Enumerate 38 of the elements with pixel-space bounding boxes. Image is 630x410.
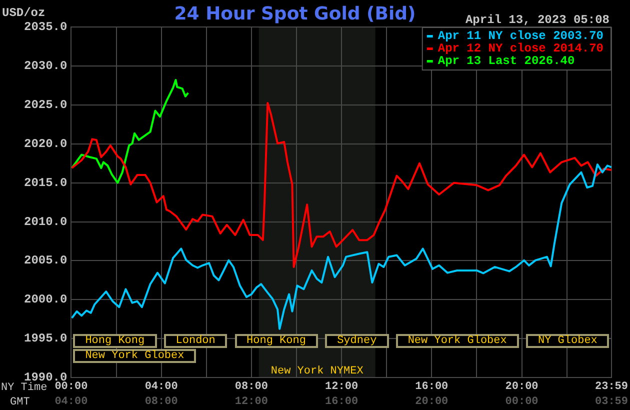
y-tick-label: 2020.0 [24,136,68,151]
x-tick-label: 08:00 [234,380,268,393]
annotation: Hong Kong [73,334,157,348]
y-tick-label: 2000.0 [24,292,68,307]
x2-tick-label: 00:00 [505,396,538,408]
y-tick-label: 2030.0 [24,58,68,73]
x2-tick-label: 16:00 [325,396,358,408]
x2-tick-label: 08:00 [144,396,178,408]
annotation: New York Globex [396,334,519,348]
x2-tick-label: 20:00 [415,396,448,408]
x2-tick-label: 12:00 [234,396,268,408]
x-tick-label: 16:00 [415,380,448,393]
y-tick-label: 2025.0 [24,98,68,112]
y-axis-title: USD/oz [2,6,46,20]
legend-label: Apr 11 NY close 2003.70 [438,29,604,44]
y-tick-label: 2035.0 [24,20,68,34]
x-tick-label: 12:00 [325,380,358,393]
x2-axis-title: GMT [10,396,30,408]
x-tick-label: 04:00 [144,380,178,393]
x2-tick-label: 04:00 [54,396,88,408]
annotation: Sydney [325,334,389,348]
y-tick-label: 1995.0 [24,332,68,346]
y-tick-label: 2015.0 [24,176,68,190]
annotation: NY Globex [526,334,610,348]
x-tick-label: 20:00 [505,380,538,393]
chart-title: 24 Hour Spot Gold (Bid) [174,4,416,25]
chart-subtitle: April 13, 2023 05:08 [465,13,610,28]
x-axis-title: NY Time [1,382,48,394]
legend-label: Apr 12 NY close 2014.70 [438,42,604,56]
legend-label: Apr 13 Last 2026.40 [438,54,575,68]
annotation: Hong Kong [234,334,318,348]
x2-tick-label: 03:59 [594,396,628,408]
annotation: New York Globex [73,348,196,363]
x-tick-label: 23:59 [594,380,628,393]
y-tick-label: 2005.0 [24,254,68,268]
band-label: New York NYMEX [270,366,364,378]
annotation: London [164,334,228,348]
y-tick-label: 2010.0 [24,214,68,229]
